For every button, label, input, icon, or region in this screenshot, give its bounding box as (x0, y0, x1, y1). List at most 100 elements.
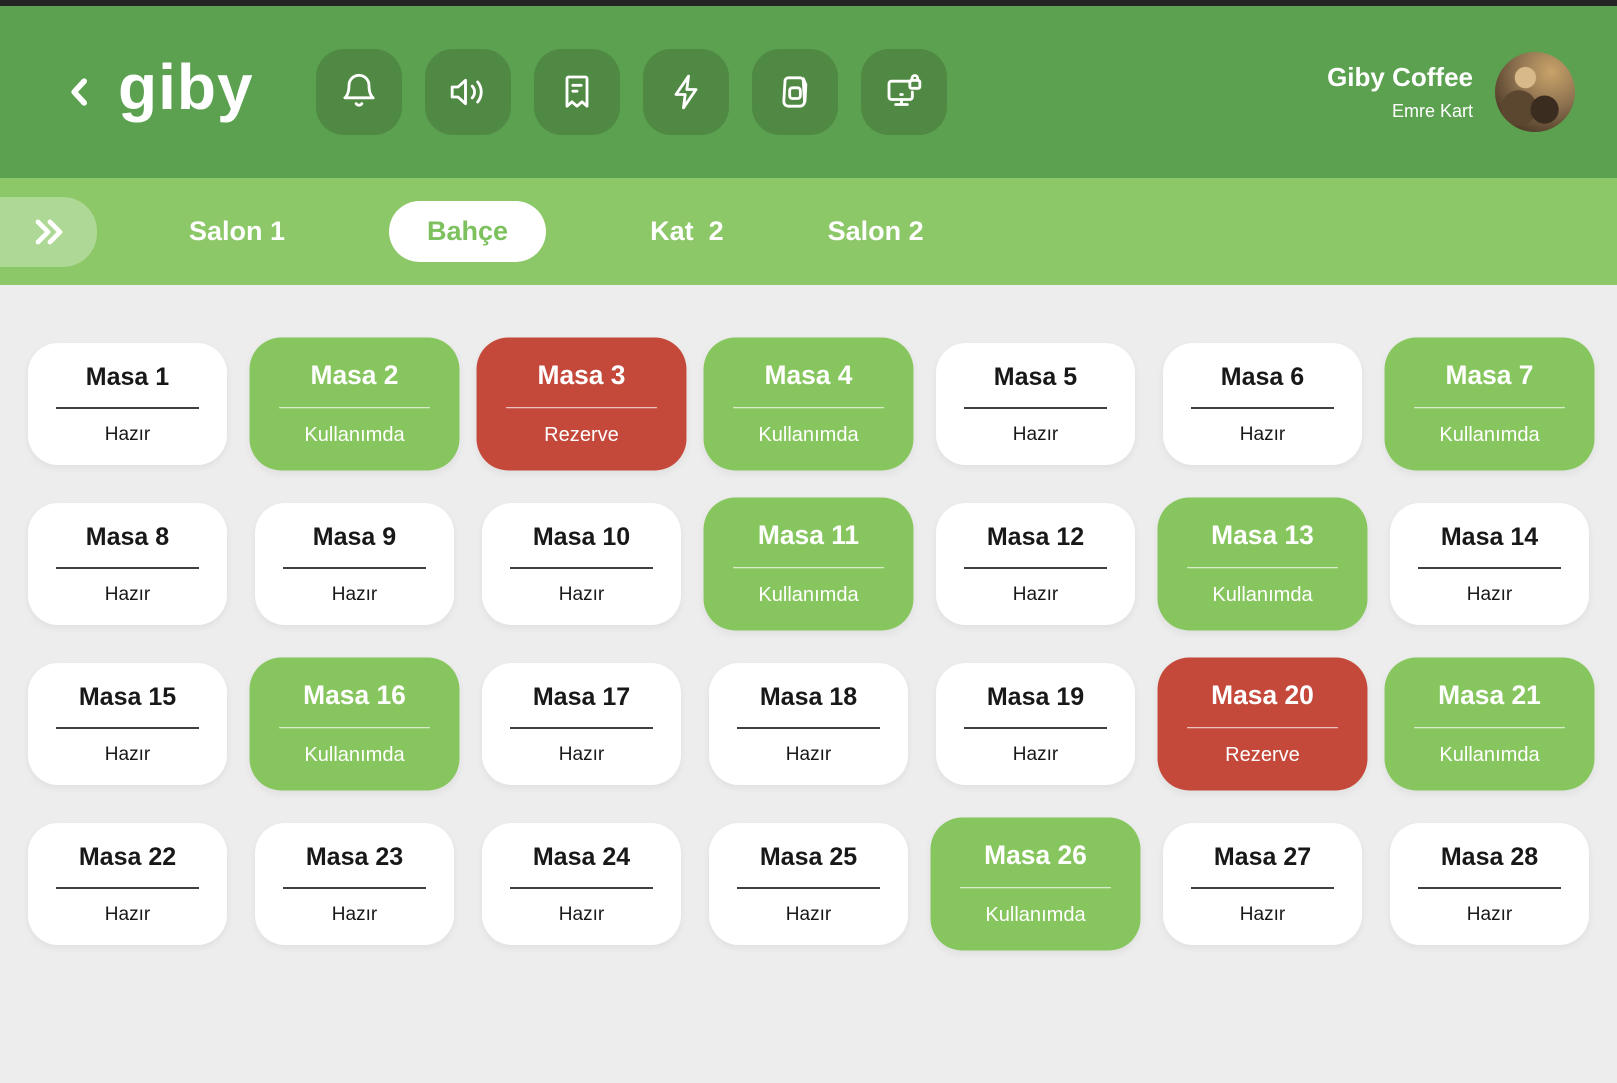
table-card[interactable]: Masa 15 Hazır (28, 663, 227, 785)
table-name: Masa 23 (305, 842, 404, 871)
table-name: Masa 14 (1440, 522, 1539, 551)
table-name: Masa 21 (1438, 680, 1541, 711)
tab-salon-1[interactable]: Salon 1 (189, 216, 286, 246)
card-divider (732, 566, 885, 569)
table-name: Masa 25 (759, 842, 858, 871)
table-name: Masa 4 (764, 360, 853, 391)
card-divider (1186, 726, 1339, 729)
table-name: Masa 7 (1445, 360, 1534, 391)
user-info: Giby Coffee Emre Kart (1327, 62, 1473, 122)
tab-salon-2[interactable]: Salon 2 (827, 216, 924, 246)
bag-icon (781, 76, 807, 108)
table-name: Masa 3 (537, 360, 626, 391)
table-status: Rezerve (1225, 744, 1300, 767)
table-card[interactable]: Masa 3 Rezerve (476, 337, 687, 471)
table-card[interactable]: Masa 5 Hazır (936, 343, 1135, 465)
table-name: Masa 18 (759, 682, 858, 711)
store-name: Giby Coffee (1327, 62, 1473, 92)
table-name: Masa 26 (984, 840, 1087, 871)
table-card[interactable]: Masa 8 Hazır (28, 503, 227, 625)
table-status: Hazır (785, 903, 832, 925)
table-status: Hazır (1239, 903, 1286, 925)
table-card[interactable]: Masa 6 Hazır (1163, 343, 1362, 465)
table-status: Hazır (331, 583, 378, 605)
table-name: Masa 16 (303, 680, 406, 711)
table-card[interactable]: Masa 2 Kullanımda (249, 337, 460, 471)
table-status: Kullanımda (758, 424, 859, 447)
products-button[interactable] (751, 49, 838, 135)
table-status: Kullanımda (1439, 424, 1540, 447)
tab-kat-2[interactable]: Kat 2 (650, 216, 724, 246)
table-name: Masa 27 (1213, 842, 1312, 871)
table-name: Masa 15 (78, 682, 177, 711)
table-card[interactable]: Masa 9 Hazır (255, 503, 454, 625)
table-name: Masa 6 (1220, 362, 1305, 391)
receipts-button[interactable] (533, 49, 620, 135)
table-name: Masa 20 (1211, 680, 1314, 711)
card-divider (1413, 726, 1566, 729)
table-card[interactable]: Masa 24 Hazır (482, 823, 681, 945)
app-logo: giby (118, 51, 254, 123)
table-card[interactable]: Masa 16 Kullanımda (249, 657, 460, 791)
table-status: Hazır (1012, 423, 1059, 445)
tab-bahce[interactable]: Bahçe (389, 201, 547, 262)
card-divider (55, 566, 200, 569)
table-card[interactable]: Masa 11 Kullanımda (703, 497, 914, 631)
card-divider (963, 406, 1108, 409)
table-card[interactable]: Masa 27 Hazır (1163, 823, 1362, 945)
table-card[interactable]: Masa 26 Kullanımda (930, 817, 1141, 951)
card-divider (1186, 566, 1339, 569)
table-card[interactable]: Masa 12 Hazır (936, 503, 1135, 625)
table-card[interactable]: Masa 19 Hazır (936, 663, 1135, 785)
card-divider (1190, 406, 1335, 409)
table-name: Masa 10 (532, 522, 631, 551)
table-card[interactable]: Masa 22 Hazır (28, 823, 227, 945)
table-name: Masa 17 (532, 682, 631, 711)
table-card[interactable]: Masa 28 Hazır (1390, 823, 1589, 945)
card-divider (55, 726, 200, 729)
table-name: Masa 2 (310, 360, 399, 391)
double-chevron-right-icon (35, 219, 62, 244)
section-tabbar: Salon 1 Bahçe Kat 2 Salon 2 (0, 178, 1617, 285)
back-button[interactable] (56, 68, 104, 116)
table-card[interactable]: Masa 17 Hazır (482, 663, 681, 785)
table-card[interactable]: Masa 18 Hazır (709, 663, 908, 785)
table-status: Hazır (1239, 423, 1286, 445)
table-card[interactable]: Masa 10 Hazır (482, 503, 681, 625)
table-card[interactable]: Masa 23 Hazır (255, 823, 454, 945)
avatar[interactable] (1495, 52, 1575, 132)
table-card[interactable]: Masa 21 Kullanımda (1384, 657, 1595, 791)
table-status: Hazır (1012, 743, 1059, 765)
table-status: Hazır (558, 743, 605, 765)
table-card[interactable]: Masa 1 Hazır (28, 343, 227, 465)
table-name: Masa 19 (986, 682, 1085, 711)
table-name: Masa 22 (78, 842, 177, 871)
table-name: Masa 12 (986, 522, 1085, 551)
user-name: Emre Kart (1391, 101, 1473, 121)
table-card[interactable]: Masa 4 Kullanımda (703, 337, 914, 471)
screen-lock-icon (887, 74, 921, 106)
table-card[interactable]: Masa 14 Hazır (1390, 503, 1589, 625)
table-card[interactable]: Masa 25 Hazır (709, 823, 908, 945)
card-divider (1413, 406, 1566, 409)
table-status: Kullanımda (1212, 584, 1313, 607)
card-divider (963, 726, 1108, 729)
table-card[interactable]: Masa 20 Rezerve (1157, 657, 1368, 791)
card-divider (505, 406, 658, 409)
table-name: Masa 5 (993, 362, 1078, 391)
header-toolbar (315, 49, 947, 135)
notifications-button[interactable] (315, 49, 402, 135)
card-divider (278, 406, 431, 409)
card-divider (282, 566, 427, 569)
table-name: Masa 11 (757, 520, 860, 551)
chevron-left-icon (71, 78, 87, 106)
card-divider (509, 886, 654, 889)
table-status: Hazır (104, 743, 151, 765)
quick-actions-button[interactable] (642, 49, 729, 135)
table-card[interactable]: Masa 7 Kullanımda (1384, 337, 1595, 471)
expand-sections-button[interactable] (0, 196, 97, 267)
table-status: Hazır (331, 903, 378, 925)
screen-lock-button[interactable] (860, 49, 947, 135)
table-card[interactable]: Masa 13 Kullanımda (1157, 497, 1368, 631)
sound-button[interactable] (424, 49, 511, 135)
